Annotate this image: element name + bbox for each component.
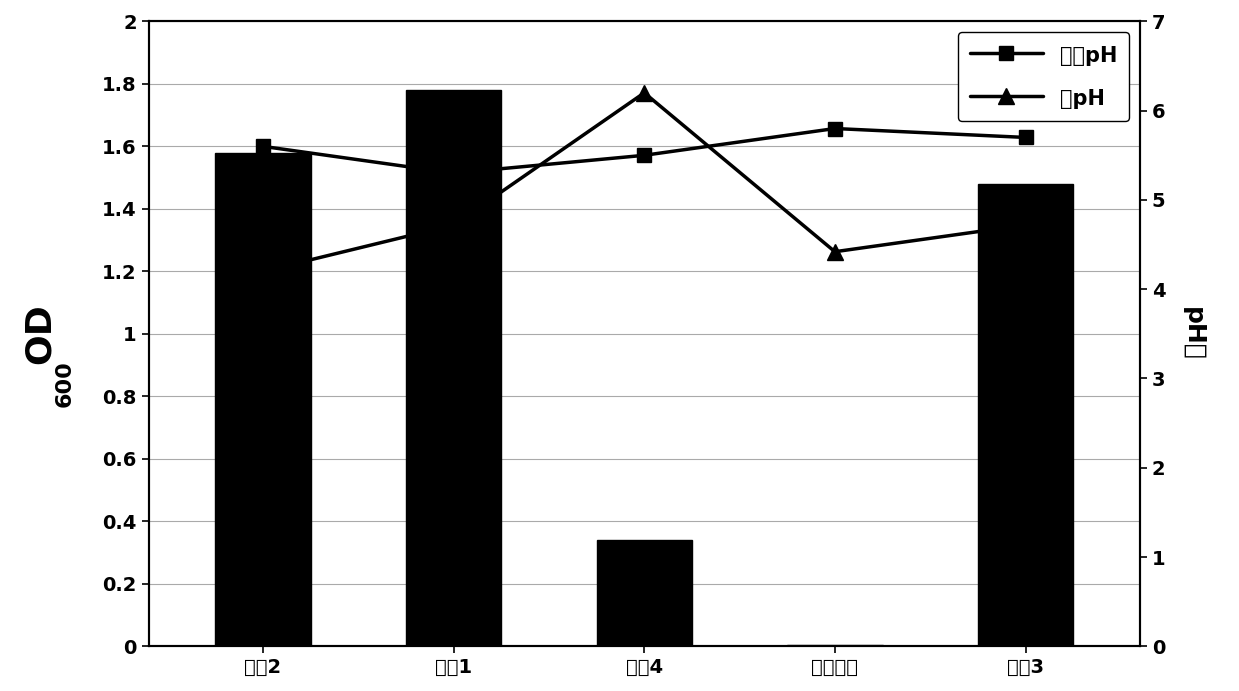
Y-axis label: pH値: pH値	[1181, 307, 1206, 361]
Bar	[978, 184, 1073, 646]
Bar	[787, 645, 882, 646]
Text: 600: 600	[55, 361, 74, 407]
Bar	[597, 540, 691, 646]
Bar	[406, 90, 502, 646]
Text: OD: OD	[22, 303, 57, 364]
Legend: 初始pH, 终pH: 初始pH, 终pH	[958, 32, 1130, 121]
Bar	[216, 153, 311, 646]
